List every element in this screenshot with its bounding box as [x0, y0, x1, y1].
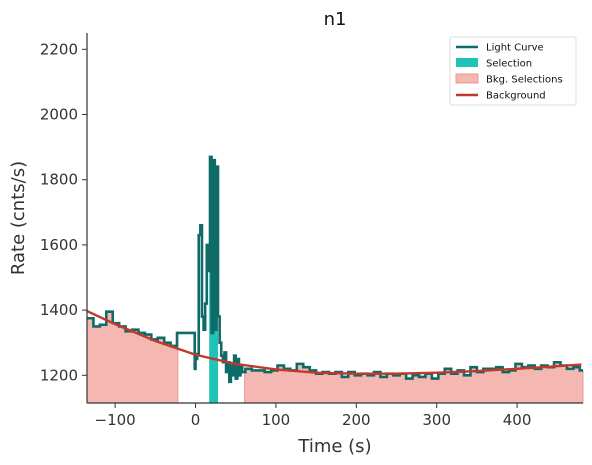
x-tick-label: 400 — [503, 411, 532, 429]
legend-label: Light Curve — [486, 43, 544, 54]
y-tick-label: 2200 — [40, 40, 78, 58]
y-tick-label: 2000 — [40, 105, 78, 123]
x-tick-label: −100 — [95, 411, 136, 429]
y-axis-title: Rate (cnts/s) — [8, 161, 29, 275]
legend-swatch-patch — [456, 58, 478, 67]
y-tick-label: 1400 — [40, 301, 78, 319]
x-axis-title: Time (s) — [297, 436, 371, 457]
light-curve-line — [87, 155, 583, 384]
y-tick-label: 1600 — [40, 236, 78, 254]
legend-label: Selection — [486, 59, 532, 70]
y-tick-label: 1800 — [40, 171, 78, 189]
background-model-line — [86, 309, 582, 375]
legend-box — [449, 36, 577, 106]
legend-label: Bkg. Selections — [486, 75, 563, 86]
x-tick-label: 200 — [342, 411, 371, 429]
selection-area-base — [209, 357, 219, 403]
legend: Light Curve Selection Bkg. Selections Backg… — [449, 36, 577, 106]
legend-label: Background — [486, 91, 546, 102]
legend-swatch-patch — [455, 73, 479, 84]
x-tick-label: 100 — [262, 411, 291, 429]
chart-title: n1 — [324, 9, 347, 30]
y-tick-label: 1200 — [40, 366, 78, 384]
x-tick-label: 300 — [422, 411, 451, 429]
x-tick-label: 0 — [191, 411, 201, 429]
